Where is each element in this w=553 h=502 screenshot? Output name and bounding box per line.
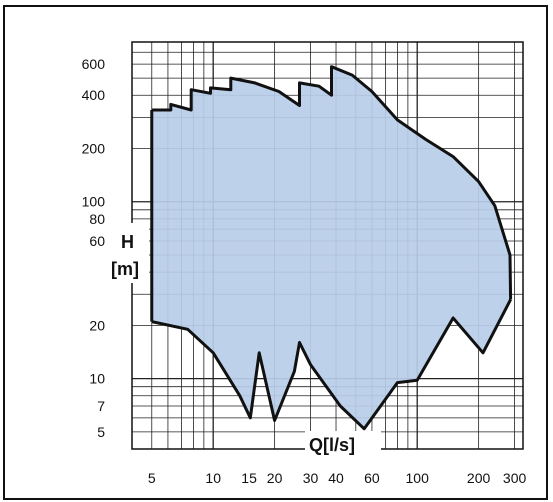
y-tick-label: 400 xyxy=(82,87,106,103)
y-axis-label-bg xyxy=(111,223,149,283)
x-tick-label: 100 xyxy=(406,470,430,486)
y-axis-label-unit: [m] xyxy=(111,259,139,279)
operating-range-area xyxy=(150,65,513,431)
y-tick-label: 600 xyxy=(82,56,106,72)
x-tick-label: 30 xyxy=(303,470,319,486)
x-tick-labels: 5 10 15 20 30 40 60 100 200 300 xyxy=(148,470,527,486)
y-tick-label: 10 xyxy=(89,371,105,387)
y-tick-label: 20 xyxy=(89,317,105,333)
y-axis-label-h: H xyxy=(121,232,134,252)
y-tick-label: 7 xyxy=(97,398,105,414)
y-tick-label: 100 xyxy=(82,194,106,210)
y-tick-label: 200 xyxy=(82,141,106,157)
x-tick-label: 10 xyxy=(205,470,221,486)
x-tick-label: 20 xyxy=(267,470,283,486)
x-axis-label-bg xyxy=(305,431,381,457)
x-tick-label: 300 xyxy=(503,470,527,486)
performance-chart: 5 10 15 20 30 40 60 100 200 300 57102060801002004… xyxy=(3,5,548,500)
y-tick-label: 80 xyxy=(89,211,105,227)
operating-range-fill xyxy=(151,66,511,429)
x-tick-label: 200 xyxy=(467,470,491,486)
chart-frame: 5 10 15 20 30 40 60 100 200 300 5 7 10 20 60 80 100 200 4… xyxy=(3,5,548,500)
x-tick-label: 60 xyxy=(364,470,380,486)
x-axis-label: Q[l/s] xyxy=(309,435,355,455)
x-tick-label: 5 xyxy=(148,470,156,486)
upper-boundary-line xyxy=(151,65,513,300)
x-tick-label: 40 xyxy=(328,470,344,486)
y-tick-label: 5 xyxy=(97,424,105,440)
x-tick-label: 15 xyxy=(241,470,257,486)
lower-boundary-line xyxy=(151,298,512,431)
y-tick-label: 60 xyxy=(89,233,105,249)
